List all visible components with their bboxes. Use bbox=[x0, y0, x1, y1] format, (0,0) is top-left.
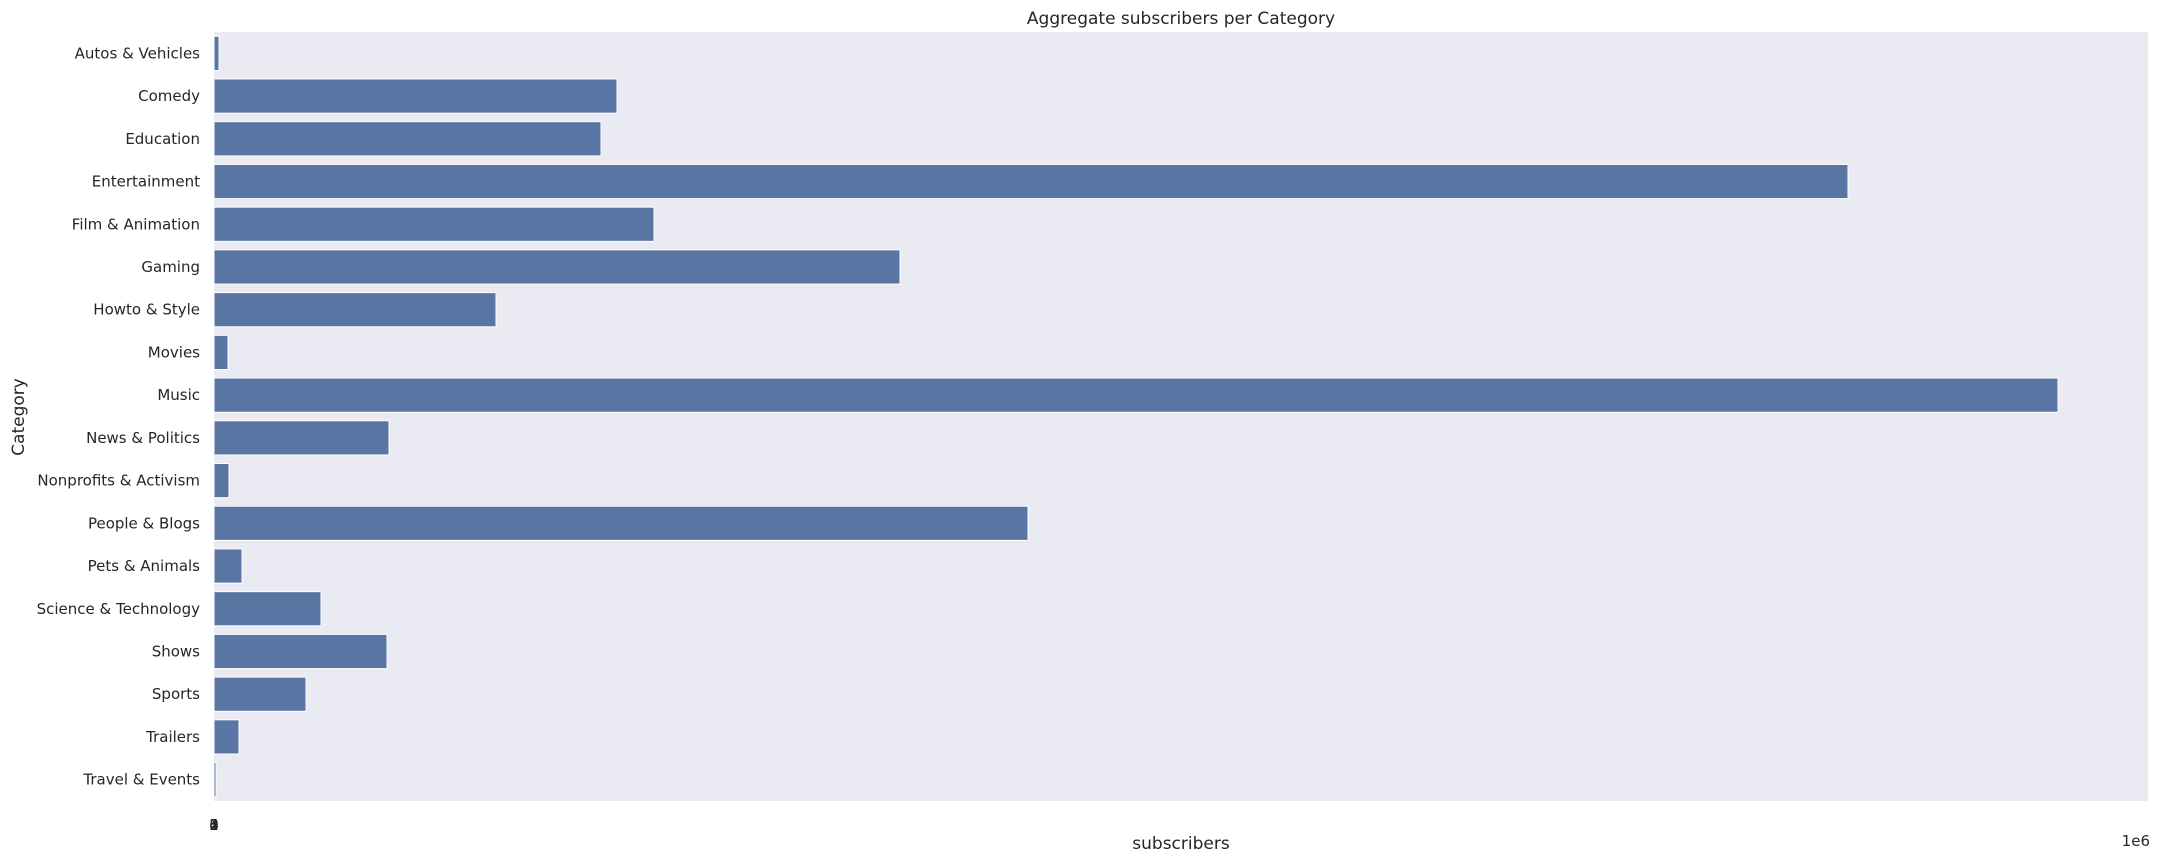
category-label-trailers: Trailers bbox=[145, 728, 200, 746]
bar-shows bbox=[213, 633, 388, 670]
chart-title: Aggregate subscribers per Category bbox=[1027, 9, 1335, 29]
bar-education bbox=[213, 121, 602, 157]
category-label-film-animation: Film & Animation bbox=[72, 215, 200, 233]
category-label-howto-style: Howto & Style bbox=[93, 301, 200, 319]
x-axis-offset-label: 1e6 bbox=[2122, 832, 2150, 850]
x-tick-label-2: 2 bbox=[209, 816, 219, 834]
x-axis-label: subscribers bbox=[1132, 834, 1230, 854]
category-label-people-blogs: People & Blogs bbox=[88, 514, 200, 532]
bar-comedy bbox=[213, 78, 618, 114]
category-label-music: Music bbox=[157, 386, 200, 404]
x-tick-label-4: 4 bbox=[209, 816, 219, 834]
bar-people-blogs bbox=[213, 505, 1029, 541]
y-axis-label: Category bbox=[9, 378, 29, 456]
x-tick-label-1: 1 bbox=[209, 816, 219, 834]
category-label-autos-vehicles: Autos & Vehicles bbox=[75, 44, 201, 62]
bar-nonprofits-activism bbox=[213, 462, 230, 499]
bar-news-politics bbox=[213, 420, 390, 456]
category-label-comedy: Comedy bbox=[138, 87, 200, 105]
bar-music bbox=[213, 377, 2059, 413]
bar-travel-events bbox=[213, 762, 217, 798]
bar-howto-style bbox=[213, 292, 497, 328]
category-label-movies: Movies bbox=[148, 343, 200, 361]
x-tick-label-3: 3 bbox=[209, 816, 219, 834]
bars-group bbox=[213, 35, 2059, 798]
category-label-nonprofits-activism: Nonprofits & Activism bbox=[37, 472, 200, 490]
category-label-education: Education bbox=[125, 130, 200, 148]
bar-trailers bbox=[213, 719, 240, 755]
bar-pets-animals bbox=[213, 548, 243, 584]
bar-sports bbox=[213, 676, 307, 712]
category-label-travel-events: Travel & Events bbox=[82, 771, 200, 789]
bar-gaming bbox=[213, 249, 901, 285]
bar-science-technology bbox=[213, 591, 322, 627]
category-labels: Autos & Vehicles Comedy Education Entertain… bbox=[37, 44, 201, 788]
category-label-news-politics: News & Politics bbox=[86, 429, 200, 447]
bar-entertainment bbox=[213, 163, 1849, 200]
category-label-entertainment: Entertainment bbox=[92, 173, 200, 191]
category-label-science-technology: Science & Technology bbox=[37, 600, 201, 618]
category-label-gaming: Gaming bbox=[141, 258, 200, 276]
bar-autos-vehicles bbox=[213, 35, 220, 71]
category-label-pets-animals: Pets & Animals bbox=[88, 557, 201, 575]
category-label-shows: Shows bbox=[152, 642, 200, 660]
bar-movies bbox=[213, 334, 229, 371]
x-tick-label-0: 0 bbox=[209, 816, 219, 834]
bar-film-animation bbox=[213, 206, 655, 242]
plot-area bbox=[214, 32, 2148, 801]
category-label-sports: Sports bbox=[152, 685, 200, 703]
